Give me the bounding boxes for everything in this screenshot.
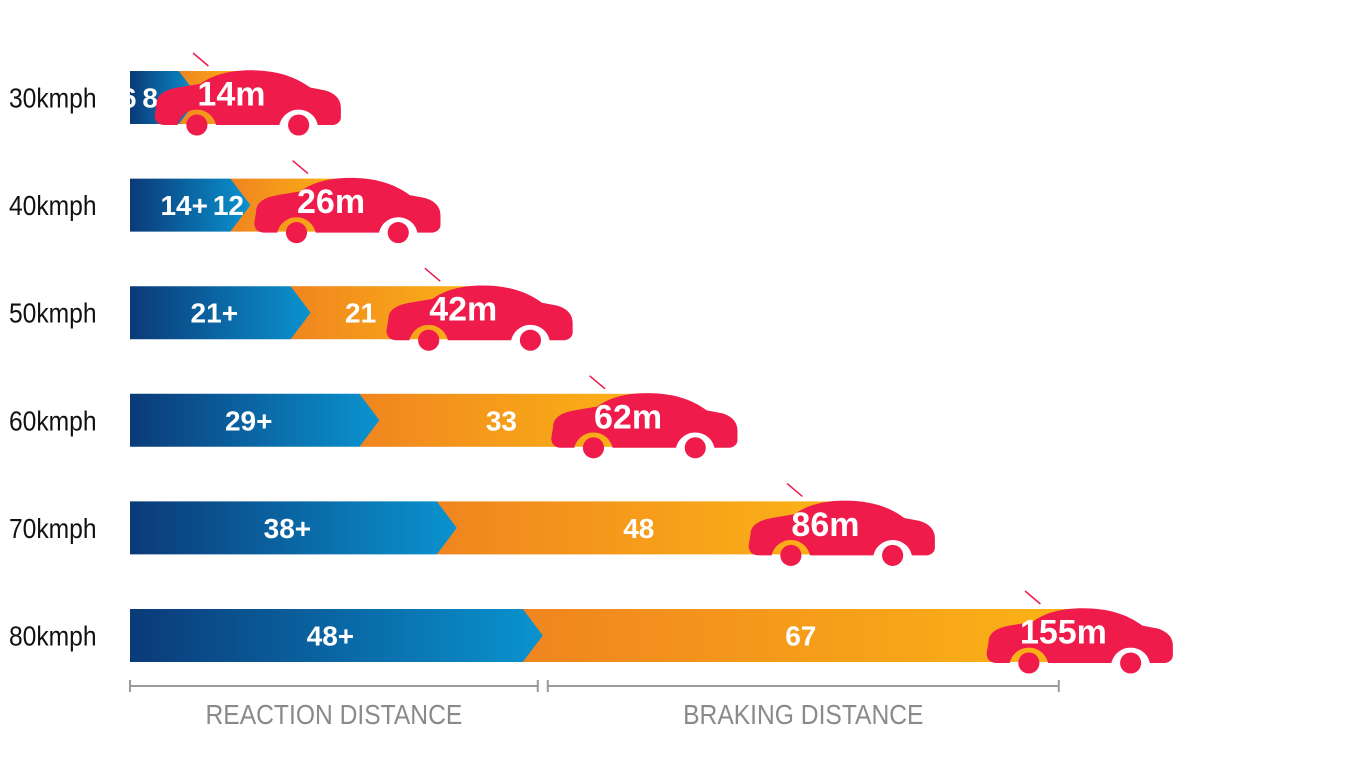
speed-label: 80kmph — [9, 620, 97, 652]
reaction-bar — [130, 393, 380, 447]
braking-value-label: 6 — [121, 83, 137, 114]
reaction-value-label: 38+ — [264, 513, 312, 544]
red-car-icon — [748, 482, 935, 566]
speed-label: 40kmph — [9, 190, 97, 222]
speed-label: 50kmph — [9, 297, 97, 329]
red-car-icon — [986, 590, 1173, 674]
red-car-icon — [386, 267, 573, 351]
bar-row: 40kmph 14+ 12 26m — [9, 160, 441, 244]
total-distance-label: 42m — [429, 291, 497, 329]
red-car-icon — [551, 375, 738, 459]
bar-row: 70kmph 38+ 48 86m — [9, 482, 935, 566]
braking-value-label: 21 — [345, 298, 376, 329]
axis-layer: REACTION DISTANCE BRAKING DISTANCE — [129, 680, 1060, 731]
reaction-value-label: 14+ — [160, 190, 208, 221]
reaction-value-label: 48+ — [307, 621, 355, 652]
braking-value-label: 12 — [213, 190, 244, 221]
red-car-icon — [154, 52, 341, 136]
bar-row: 50kmph 21+ 21 42m — [9, 267, 573, 351]
reaction-value-label: 29+ — [225, 405, 273, 436]
braking-bar — [522, 609, 1079, 662]
reaction-bar — [130, 501, 457, 555]
total-distance-label: 26m — [297, 183, 365, 221]
bar-row: 80kmph 48+ 67 155m — [9, 590, 1173, 674]
braking-distance-axis-label: BRAKING DISTANCE — [683, 699, 923, 731]
red-car-icon — [254, 160, 441, 244]
braking-value-label: 33 — [486, 405, 517, 436]
braking-value-label: 48 — [623, 513, 654, 544]
reaction-value-label: 21+ — [191, 298, 239, 329]
reaction-bar — [130, 609, 543, 662]
total-distance-label: 155m — [1020, 614, 1107, 652]
reaction-bar — [130, 178, 251, 232]
speed-label: 30kmph — [9, 82, 97, 114]
bars-layer: 30kmph8+614m40kmph14+1226m50kmph21+2142m… — [9, 52, 1173, 674]
bar-row: 60kmph 29+ 33 62m — [9, 375, 738, 459]
total-distance-label: 14m — [197, 76, 265, 114]
reaction-bar — [130, 286, 311, 340]
speed-label: 70kmph — [9, 512, 97, 544]
reaction-distance-axis-label: REACTION DISTANCE — [206, 699, 463, 731]
total-distance-label: 86m — [791, 506, 859, 544]
braking-value-label: 67 — [785, 621, 816, 652]
total-distance-label: 62m — [594, 398, 662, 436]
speed-label: 60kmph — [9, 405, 97, 437]
